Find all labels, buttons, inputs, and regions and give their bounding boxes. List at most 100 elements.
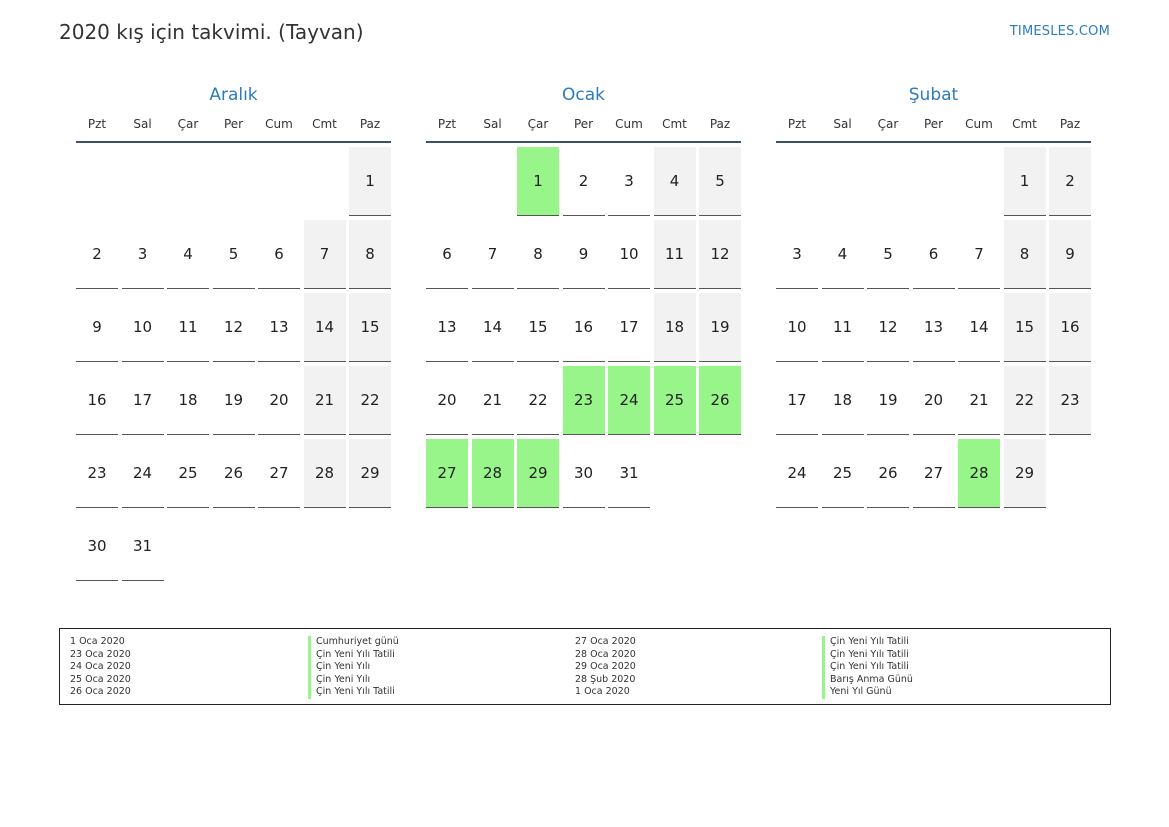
day-cell: 2	[1049, 147, 1091, 216]
page-title: 2020 kış için takvimi. (Tayvan)	[59, 20, 364, 44]
weekday-label: Pzt	[787, 117, 807, 131]
day-cell: 31	[121, 512, 164, 581]
holiday-day-cell: 28	[471, 439, 514, 508]
day-cell: 30	[562, 439, 605, 508]
weekday-label: Per	[223, 117, 244, 131]
legend-date: 25 Oca 2020	[70, 673, 131, 685]
legend-holiday-name: Çin Yeni Yılı Tatili	[822, 661, 913, 674]
holiday-day-cell: 25	[653, 366, 696, 435]
weekday-header: Pzt Sal Çar Per Cum Cmt Paz	[426, 116, 741, 143]
weekday-label: Paz	[709, 117, 731, 131]
day-cell: 5	[867, 220, 909, 289]
day-cell: 6	[426, 220, 468, 289]
empty-cell	[822, 147, 864, 216]
weekday-label: Sal	[833, 117, 852, 131]
day-cell: 16	[76, 366, 118, 435]
day-cell: 9	[1049, 220, 1091, 289]
day-cell: 24	[776, 439, 818, 508]
day-cell: 13	[258, 293, 300, 362]
weekday-label: Per	[923, 117, 944, 131]
day-cell: 22	[517, 366, 559, 435]
day-cell: 25	[821, 439, 864, 508]
month-name: Şubat	[908, 85, 959, 105]
weekday-label: Pzt	[437, 117, 457, 131]
empty-cell	[913, 147, 955, 216]
legend-date: 29 Oca 2020	[575, 661, 636, 672]
day-cell: 23	[76, 439, 118, 508]
day-cell: 4	[821, 220, 864, 289]
legend-date: 28 Şub 2020	[575, 673, 636, 685]
month-ocak: Ocak Pzt Sal Çar Per Cum Cmt Paz 1 2 3 4 5 6 7 8 9 10 11…	[426, 84, 741, 508]
day-cell: 3	[776, 220, 818, 289]
day-cell: 8	[1003, 220, 1046, 289]
legend-holiday-name: Çin Yeni Yılı Tatili	[308, 686, 399, 699]
day-cell: 11	[821, 293, 864, 362]
legend-holiday-name: Çin Yeni Yılı	[308, 661, 399, 674]
empty-cell	[472, 147, 514, 216]
day-cell: 28	[303, 439, 346, 508]
weekday-header: Pzt Sal Çar Per Cum Cmt Paz	[776, 116, 1091, 143]
day-cell: 27	[258, 439, 300, 508]
day-cell: 21	[471, 366, 514, 435]
legend-holiday-name: Çin Yeni Yılı	[308, 673, 399, 686]
day-cell: 1	[349, 147, 391, 216]
day-cell: 8	[517, 220, 559, 289]
empty-cell	[867, 147, 909, 216]
holiday-day-cell: 1	[517, 147, 559, 216]
day-cell: 21	[303, 366, 346, 435]
legend-date: 1 Oca 2020	[575, 686, 630, 697]
month-name: Aralık	[209, 85, 258, 105]
day-cell: 22	[1003, 366, 1046, 435]
day-cell: 30	[76, 512, 118, 581]
day-cell: 17	[776, 366, 818, 435]
day-cell: 21	[958, 366, 1000, 435]
day-cell: 17	[608, 293, 650, 362]
day-cell: 25	[167, 439, 209, 508]
legend-date: 27 Oca 2020	[575, 636, 636, 647]
legend-date: 28 Oca 2020	[575, 648, 636, 660]
weekday-header: Pzt Sal Çar Per Cum Cmt Paz	[76, 116, 391, 143]
weekday-label: Paz	[1059, 117, 1081, 131]
holiday-day-cell: 26	[699, 366, 741, 435]
weekday-label: Cum	[265, 117, 293, 131]
day-cell: 14	[958, 293, 1000, 362]
day-cell: 16	[562, 293, 605, 362]
day-cell: 15	[1003, 293, 1046, 362]
day-cell: 18	[167, 366, 209, 435]
day-cell: 15	[349, 293, 391, 362]
legend-holiday-name: Yeni Yıl Günü	[822, 686, 913, 699]
day-cell: 13	[912, 293, 955, 362]
legend-holiday-name: Çin Yeni Yılı Tatili	[822, 648, 913, 661]
day-cell: 10	[776, 293, 818, 362]
empty-cell	[304, 147, 346, 216]
holiday-legend: 1 Oca 2020 23 Oca 2020 24 Oca 2020 25 Oc…	[59, 628, 1111, 705]
day-cell: 18	[821, 366, 864, 435]
day-cell: 24	[121, 439, 164, 508]
day-cell: 20	[912, 366, 955, 435]
day-cell: 20	[258, 366, 300, 435]
weekday-label: Çar	[527, 117, 549, 131]
weekday-label: Sal	[133, 117, 152, 131]
day-cell: 11	[653, 220, 696, 289]
weekday-label: Çar	[877, 117, 899, 131]
day-grid: 1 2 3 4 5 6 7 8 9 10 11 12 13 14 15 16 17 18 19 20 21 22 23 24 2…	[76, 147, 391, 581]
day-cell: 6	[258, 220, 300, 289]
day-cell: 19	[212, 366, 255, 435]
day-cell: 20	[426, 366, 468, 435]
day-cell: 19	[699, 293, 741, 362]
day-cell: 11	[167, 293, 209, 362]
empty-cell	[426, 147, 468, 216]
day-cell: 16	[1049, 293, 1091, 362]
day-cell: 12	[212, 293, 255, 362]
legend-date: 24 Oca 2020	[70, 661, 131, 672]
day-cell: 3	[121, 220, 164, 289]
site-link[interactable]: TIMESLES.COM	[1009, 24, 1110, 39]
holiday-day-cell: 23	[562, 366, 605, 435]
day-cell: 13	[426, 293, 468, 362]
day-cell: 14	[471, 293, 514, 362]
weekday-label: Çar	[177, 117, 199, 131]
day-cell: 3	[608, 147, 650, 216]
day-cell: 9	[562, 220, 605, 289]
day-grid: 1 2 3 4 5 6 7 8 9 10 11 12 13 14 15 16 17 18 19 20 21 22 23 24 2…	[776, 147, 1091, 508]
legend-holiday-name: Çin Yeni Yılı Tatili	[308, 648, 399, 661]
